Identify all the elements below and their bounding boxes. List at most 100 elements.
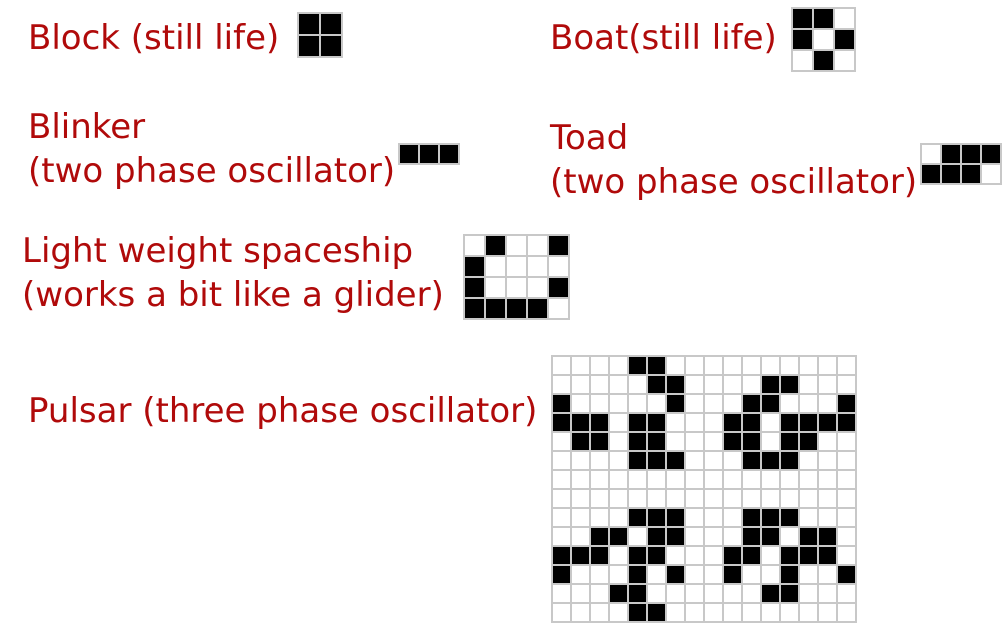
pulsar-cell-dead bbox=[781, 604, 798, 621]
pulsar-cell-dead bbox=[686, 604, 703, 621]
lwss-cell-alive bbox=[465, 257, 484, 276]
pulsar-cell-dead bbox=[762, 566, 779, 583]
pulsar-cell-dead bbox=[838, 357, 855, 374]
pulsar-cell-alive bbox=[591, 547, 608, 564]
pulsar-cell-alive bbox=[553, 395, 570, 412]
lwss-cell-alive bbox=[465, 278, 484, 297]
boat-cell-dead bbox=[835, 9, 854, 28]
pulsar-cell-dead bbox=[591, 471, 608, 488]
lwss-cell-alive bbox=[465, 299, 484, 318]
pulsar-cell-alive bbox=[667, 395, 684, 412]
pulsar-cell-alive bbox=[572, 414, 589, 431]
pulsar-cell-dead bbox=[724, 509, 741, 526]
lwss-cell-alive bbox=[486, 236, 505, 255]
lwss-cell-dead bbox=[528, 236, 547, 255]
pulsar-cell-dead bbox=[838, 490, 855, 507]
pulsar-cell-dead bbox=[667, 433, 684, 450]
blinker-label-line-2: (two phase oscillator) bbox=[28, 151, 396, 191]
pulsar-cell-dead bbox=[724, 490, 741, 507]
pulsar-cell-alive bbox=[743, 547, 760, 564]
pulsar-cell-dead bbox=[743, 604, 760, 621]
pulsar-cell-dead bbox=[610, 471, 627, 488]
boat-cell-alive bbox=[814, 51, 833, 70]
lwss-cell-dead bbox=[528, 257, 547, 276]
pulsar-cell-alive bbox=[743, 395, 760, 412]
pulsar-cell-dead bbox=[686, 357, 703, 374]
lwss-cell-dead bbox=[486, 278, 505, 297]
pulsar-cell-alive bbox=[743, 414, 760, 431]
pulsar-cell-dead bbox=[705, 376, 722, 393]
pulsar-cell-dead bbox=[819, 376, 836, 393]
pulsar-cell-dead bbox=[610, 509, 627, 526]
pulsar-cell-dead bbox=[686, 376, 703, 393]
pulsar-cell-dead bbox=[667, 547, 684, 564]
pulsar-cell-dead bbox=[686, 452, 703, 469]
pulsar-cell-dead bbox=[591, 509, 608, 526]
pulsar-cell-dead bbox=[724, 395, 741, 412]
pulsar-cell-dead bbox=[705, 547, 722, 564]
pulsar-cell-dead bbox=[572, 357, 589, 374]
pulsar-cell-dead bbox=[762, 357, 779, 374]
blinker-cell-alive bbox=[400, 145, 418, 163]
lwss-label-line-1: Light weight spaceship bbox=[22, 231, 414, 271]
pulsar-cell-dead bbox=[572, 566, 589, 583]
pulsar-cell-dead bbox=[819, 585, 836, 602]
pulsar-cell-dead bbox=[705, 509, 722, 526]
pulsar-cell-dead bbox=[686, 395, 703, 412]
pulsar-cell-dead bbox=[762, 414, 779, 431]
pulsar-cell-dead bbox=[629, 395, 646, 412]
toad-cell-dead bbox=[982, 165, 1000, 183]
pulsar-cell-dead bbox=[629, 528, 646, 545]
pulsar-cell-alive bbox=[610, 528, 627, 545]
pulsar-cell-alive bbox=[629, 604, 646, 621]
pulsar-cell-dead bbox=[572, 509, 589, 526]
toad-label-line-1: Toad bbox=[550, 118, 629, 158]
pulsar-cell-dead bbox=[553, 585, 570, 602]
pulsar-cell-alive bbox=[724, 433, 741, 450]
pulsar-cell-alive bbox=[762, 585, 779, 602]
pulsar-cell-alive bbox=[762, 509, 779, 526]
pulsar-cell-dead bbox=[724, 452, 741, 469]
pulsar-cell-alive bbox=[591, 433, 608, 450]
pulsar-cell-dead bbox=[705, 452, 722, 469]
pulsar-cell-dead bbox=[686, 471, 703, 488]
pulsar-cell-dead bbox=[800, 471, 817, 488]
pulsar-cell-dead bbox=[553, 433, 570, 450]
pulsar-cell-alive bbox=[648, 357, 665, 374]
pulsar-cell-dead bbox=[591, 585, 608, 602]
blinker-cell-alive bbox=[420, 145, 438, 163]
pulsar-cell-alive bbox=[648, 528, 665, 545]
pulsar-cell-dead bbox=[800, 490, 817, 507]
pulsar-cell-alive bbox=[781, 566, 798, 583]
lwss-label: Light weight spaceship (works a bit like… bbox=[22, 229, 444, 317]
pulsar-cell-dead bbox=[743, 585, 760, 602]
pulsar-cell-dead bbox=[705, 471, 722, 488]
block-cell-alive bbox=[299, 14, 319, 34]
lwss-cell-alive bbox=[486, 299, 505, 318]
pulsar-cell-dead bbox=[743, 471, 760, 488]
pulsar-cell-alive bbox=[610, 585, 627, 602]
pulsar-cell-dead bbox=[572, 528, 589, 545]
pulsar-cell-dead bbox=[838, 376, 855, 393]
pulsar-cell-dead bbox=[610, 376, 627, 393]
pulsar-cell-alive bbox=[648, 547, 665, 564]
pulsar-cell-dead bbox=[572, 490, 589, 507]
pulsar-cell-dead bbox=[819, 509, 836, 526]
lwss-cell-alive bbox=[507, 299, 526, 318]
pulsar-cell-dead bbox=[705, 585, 722, 602]
pulsar-cell-alive bbox=[819, 528, 836, 545]
pulsar-cell-dead bbox=[705, 414, 722, 431]
blinker-label: Blinker (two phase oscillator) bbox=[28, 105, 395, 193]
pulsar-cell-dead bbox=[743, 357, 760, 374]
pulsar-cell-alive bbox=[819, 547, 836, 564]
pulsar-cell-dead bbox=[667, 471, 684, 488]
pulsar-cell-alive bbox=[553, 414, 570, 431]
pulsar-cell-dead bbox=[838, 604, 855, 621]
pulsar-cell-dead bbox=[819, 604, 836, 621]
pulsar-cell-alive bbox=[781, 414, 798, 431]
block-grid bbox=[297, 12, 343, 58]
pulsar-cell-dead bbox=[648, 471, 665, 488]
pulsar-cell-alive bbox=[743, 528, 760, 545]
pulsar-cell-alive bbox=[819, 414, 836, 431]
pulsar-cell-alive bbox=[572, 547, 589, 564]
